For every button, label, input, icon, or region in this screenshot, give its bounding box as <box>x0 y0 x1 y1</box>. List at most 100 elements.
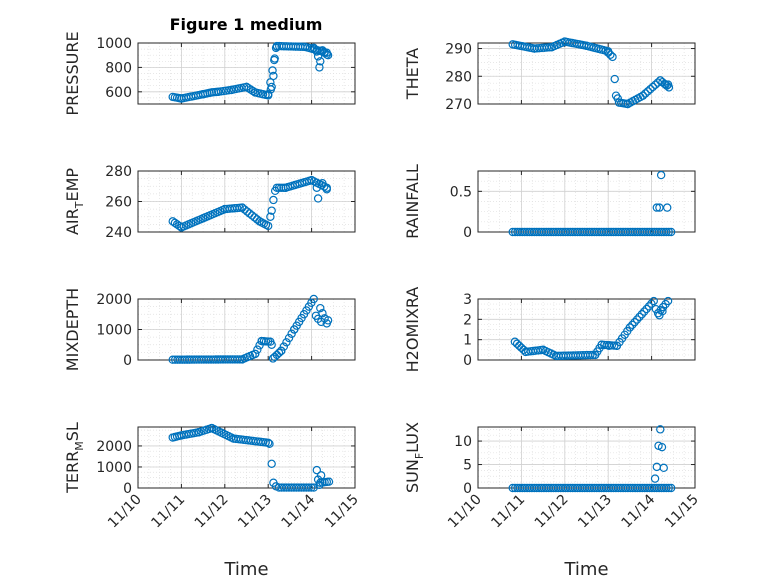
y-axis-label: PRESSURE <box>63 31 82 115</box>
data-point <box>662 81 671 90</box>
data-point <box>255 341 264 350</box>
data-point <box>644 302 654 311</box>
data-point <box>250 349 260 359</box>
y-tick-label: 1000 <box>96 460 132 476</box>
y-tick-label: 2000 <box>96 439 132 455</box>
data-point <box>656 170 666 180</box>
data-point <box>649 296 658 306</box>
data-point <box>265 439 274 449</box>
data-point <box>267 459 276 469</box>
data-point <box>309 294 318 304</box>
data-point <box>642 304 651 314</box>
y-tick-label: 0 <box>463 481 472 497</box>
data-point <box>316 57 325 66</box>
data-point <box>274 348 284 358</box>
data-point <box>610 74 619 84</box>
data-point <box>604 48 613 57</box>
data-point <box>613 94 622 103</box>
x-tick-label: 11/11 <box>488 492 528 532</box>
data-point <box>663 203 672 212</box>
data-point <box>656 425 665 434</box>
data-point <box>271 482 281 491</box>
y-tick-label: 280 <box>105 164 132 180</box>
figure-title: Figure 1 medium <box>170 15 323 34</box>
y-tick-label: 2000 <box>96 292 132 308</box>
data-point <box>316 303 325 313</box>
data-point <box>542 43 552 52</box>
data-point <box>638 91 648 100</box>
y-tick-label: 0 <box>463 353 472 369</box>
y-tick-label: 290 <box>445 42 472 58</box>
data-point <box>646 84 655 94</box>
panel-rainfall: 0 0.5 RAINFALL <box>403 164 696 241</box>
data-point <box>650 474 660 483</box>
y-axis-label: THETA <box>403 48 422 100</box>
data-point <box>630 317 639 327</box>
data-point <box>510 337 520 346</box>
data-point <box>235 355 244 364</box>
data-point <box>267 340 276 349</box>
x-tick-label: 11/13 <box>575 492 615 532</box>
x-tick-label: 11/13 <box>235 492 275 532</box>
data-point <box>323 51 333 60</box>
data-point <box>652 203 662 212</box>
data-point <box>316 471 326 480</box>
x-tick-label: 11/15 <box>322 492 362 532</box>
y-axis-label: SUNFLUX <box>403 422 426 493</box>
data-point <box>640 307 649 316</box>
data-point <box>268 66 277 75</box>
data-point <box>312 465 322 475</box>
data-point <box>666 483 676 493</box>
data-point <box>313 52 323 61</box>
x-tick-label: 11/11 <box>148 492 188 532</box>
data-point <box>606 50 615 59</box>
data-point <box>663 296 673 306</box>
y-tick-label: 270 <box>445 97 472 113</box>
data-point <box>253 345 262 354</box>
data-point <box>545 43 554 52</box>
data-point <box>287 329 296 338</box>
panel-h2omixra: 0 1 2 3 H2OMIXRA <box>403 287 696 372</box>
data-point <box>266 212 275 221</box>
data-point <box>586 350 595 360</box>
y-axis-label: RAINFALL <box>403 164 422 239</box>
data-point <box>662 227 671 237</box>
y-tick-label: 240 <box>105 225 132 241</box>
data-point <box>244 84 253 93</box>
data-point <box>269 71 278 81</box>
y-axis-label: MIXDEPTH <box>63 288 82 371</box>
data-point <box>304 483 314 492</box>
data-point <box>662 483 671 493</box>
data-point <box>284 333 294 343</box>
x-tick-label: 11/12 <box>192 492 232 532</box>
data-point <box>313 194 323 203</box>
data-point <box>661 80 670 89</box>
data-point <box>607 341 617 350</box>
y-tick-label: 0 <box>123 481 132 497</box>
y-axis-label: TERRMSL <box>63 422 86 494</box>
data-point <box>242 82 251 92</box>
data-point <box>608 52 617 62</box>
y-tick-label: 0 <box>463 225 472 241</box>
y-tick-label: 280 <box>445 69 472 85</box>
y-tick-label: 800 <box>105 60 132 76</box>
data-point <box>318 178 327 188</box>
data-point <box>655 203 664 212</box>
x-tick-label: 11/10 <box>105 492 145 532</box>
data-point <box>663 80 673 89</box>
data-point <box>312 183 322 192</box>
data-point <box>315 480 324 490</box>
data-point <box>264 221 273 231</box>
x-tick-label: 11/12 <box>532 492 572 532</box>
data-point <box>270 186 280 196</box>
data-point <box>324 477 334 486</box>
y-tick-label: 5 <box>463 458 472 474</box>
data-point <box>307 483 316 492</box>
data-point <box>269 195 278 205</box>
x-tick-label: 11/15 <box>662 492 702 532</box>
data-point <box>657 442 667 452</box>
axes-box <box>477 298 696 361</box>
data-point <box>659 463 668 473</box>
data-point <box>264 90 273 99</box>
